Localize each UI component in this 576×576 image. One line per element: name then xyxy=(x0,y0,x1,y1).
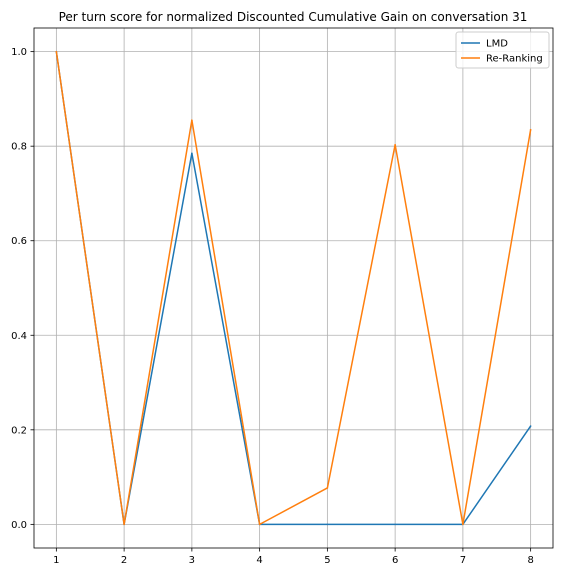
data-point xyxy=(123,523,125,526)
data-point xyxy=(394,523,396,526)
legend-label: LMD xyxy=(486,39,508,50)
x-tick-label: 6 xyxy=(392,555,398,566)
data-point xyxy=(394,143,396,146)
legend: LMD Re-Ranking xyxy=(455,31,550,69)
axes: 1 2 3 4 5 6 7 8 0.0 0.2 0.4 0.6 0.8 1.0 xyxy=(11,27,554,566)
data-point xyxy=(529,425,532,427)
x-tick-label: 1 xyxy=(53,555,59,566)
data-point xyxy=(191,152,193,155)
data-point xyxy=(326,487,329,489)
x-tick-label: 3 xyxy=(189,555,195,566)
data-point xyxy=(55,50,58,53)
y-tick-label: 0.4 xyxy=(11,331,27,342)
legend-box xyxy=(455,31,550,69)
data-point xyxy=(191,119,193,121)
data-point xyxy=(326,523,329,526)
chart-title: Per turn score for normalized Discounted… xyxy=(59,10,528,24)
y-tick-label: 0.2 xyxy=(11,425,27,436)
series-lines xyxy=(55,50,532,526)
data-point xyxy=(529,128,532,131)
y-tick-label: 0.8 xyxy=(11,142,27,153)
x-tick-label: 5 xyxy=(324,555,330,566)
series-line-0 xyxy=(55,51,532,526)
y-tick-label: 0.0 xyxy=(11,520,27,531)
plot-frame xyxy=(33,27,554,549)
series-line-1 xyxy=(55,51,532,526)
legend-label: Re-Ranking xyxy=(486,54,543,65)
x-tick-label: 4 xyxy=(256,555,262,566)
data-point xyxy=(258,523,261,526)
x-tick-label: 7 xyxy=(460,555,466,566)
x-tick-label: 2 xyxy=(121,555,127,566)
data-point xyxy=(462,523,464,526)
y-tick-label: 0.6 xyxy=(11,236,27,247)
y-tick-label: 1.0 xyxy=(11,47,27,58)
grid xyxy=(34,28,553,548)
x-tick-label: 8 xyxy=(527,555,533,566)
